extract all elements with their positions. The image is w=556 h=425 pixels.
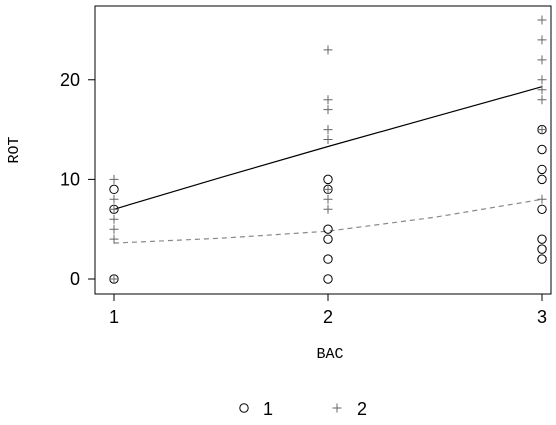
point-plus-series-2	[109, 274, 119, 284]
x-tick-label: 2	[323, 307, 333, 327]
point-plus-series-2	[323, 45, 333, 55]
y-tick-label: 20	[60, 70, 80, 90]
point-plus-series-2	[323, 135, 333, 145]
point-circle-series-1	[537, 204, 547, 214]
point-circle-series-1	[323, 224, 333, 234]
point-circle-series-1	[323, 234, 333, 244]
point-plus-series-2	[109, 214, 119, 224]
point-plus-series-2	[537, 125, 547, 135]
point-plus-series-2	[323, 95, 333, 105]
y-tick-label: 0	[70, 269, 80, 289]
point-plus-series-2	[323, 125, 333, 135]
point-circle-series-1	[109, 184, 119, 195]
legend-marker-circle	[239, 403, 249, 413]
point-plus-series-2	[537, 55, 547, 65]
point-plus-series-2	[537, 194, 547, 204]
point-plus-series-2	[323, 184, 333, 194]
point-circle-series-1	[537, 164, 547, 175]
point-plus-series-2	[323, 204, 333, 214]
x-axis: 1 2 3	[109, 294, 547, 327]
point-plus-series-2	[323, 194, 333, 204]
point-plus-series-2	[537, 35, 547, 45]
point-plus-series-2	[109, 174, 119, 184]
point-plus-series-2	[109, 224, 119, 234]
point-circle-series-1	[323, 254, 333, 264]
point-plus-series-2	[109, 194, 119, 204]
fit-line-series-2	[113, 86, 543, 210]
point-plus-series-2	[323, 105, 333, 115]
point-plus-series-2	[537, 95, 547, 105]
y-axis: 0 10 20	[60, 70, 95, 289]
plot-area-frame	[94, 5, 552, 295]
point-circle-series-1	[537, 144, 547, 155]
legend-label-series-2: 2	[357, 399, 367, 419]
point-plus-series-2	[537, 15, 547, 25]
point-plus-series-2	[109, 204, 119, 214]
point-circle-series-1	[537, 254, 547, 264]
x-tick-label: 3	[537, 307, 547, 327]
point-circle-series-1	[537, 244, 547, 254]
point-plus-series-2	[537, 75, 547, 85]
point-circle-series-1	[323, 174, 333, 185]
x-tick-label: 1	[109, 307, 119, 327]
point-plus-series-2	[537, 85, 547, 95]
y-tick-label: 10	[60, 169, 80, 189]
legend-label-series-1: 1	[263, 399, 273, 419]
point-circle-series-1	[537, 174, 547, 185]
point-plus-series-2	[109, 234, 119, 244]
fit-lines	[113, 86, 543, 244]
point-circle-series-1	[537, 234, 547, 244]
y-axis-title: ROT	[6, 136, 23, 163]
point-circle-series-1	[323, 274, 333, 284]
data-points	[109, 15, 547, 284]
legend-marker-plus	[332, 403, 342, 413]
x-axis-title: BAC	[316, 346, 343, 363]
